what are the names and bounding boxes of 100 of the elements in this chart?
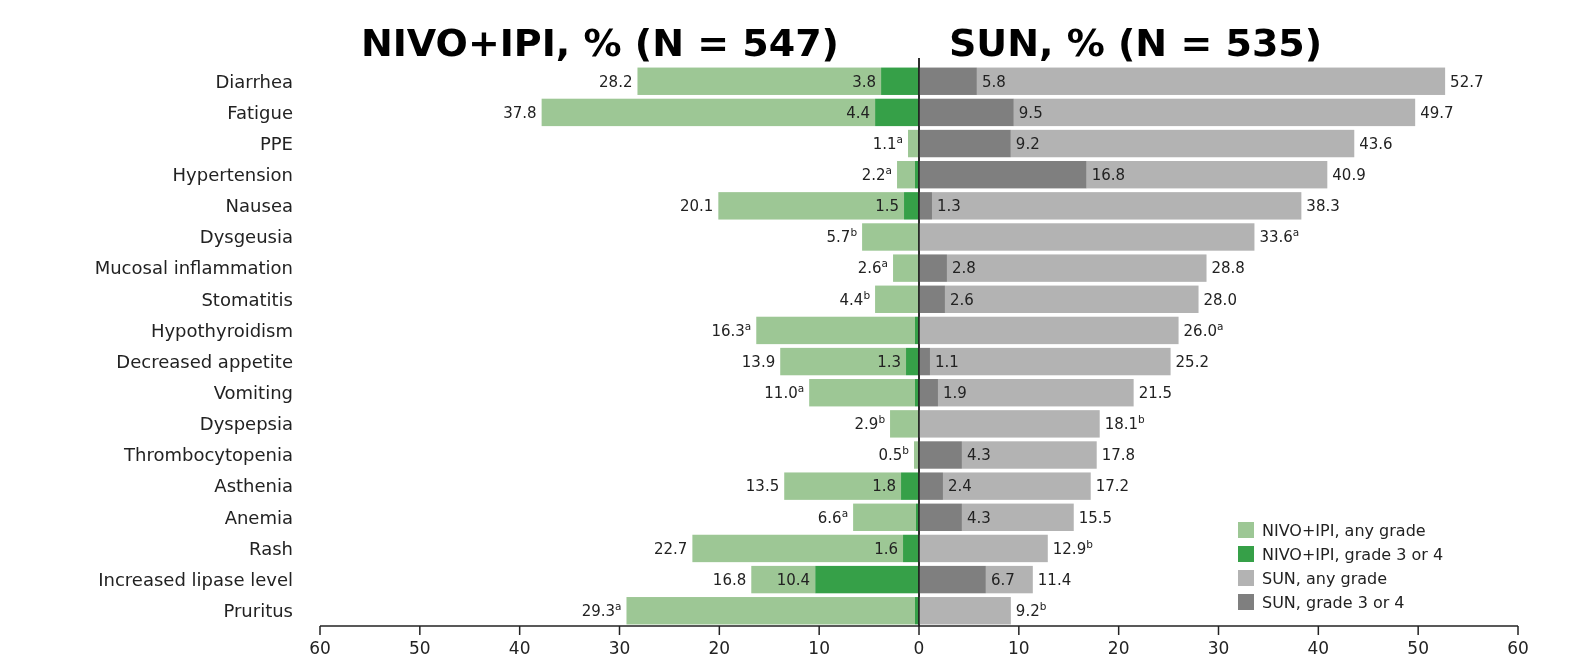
y-tick-label: Diarrhea <box>215 70 293 92</box>
data-label: 10.4 <box>776 570 811 589</box>
data-label: 1.3 <box>936 197 961 216</box>
total-label: 33.6$^{a}$ <box>1259 226 1300 247</box>
bar <box>780 347 907 376</box>
data-label: 1.3 <box>877 352 902 371</box>
bar <box>946 254 1207 282</box>
total-label: 5.7$^{b}$ <box>826 226 858 247</box>
data-label: 1.6 <box>874 539 899 558</box>
bar <box>942 472 1091 500</box>
total-label: 22.7 <box>653 539 688 558</box>
bar <box>718 192 905 220</box>
data-label: 6.7 <box>990 570 1015 589</box>
total-label: 9.2$^{b}$ <box>1015 599 1047 620</box>
bar <box>756 316 916 345</box>
data-label: 2.4 <box>947 477 972 496</box>
total-label: 26.0$^{a}$ <box>1183 319 1224 340</box>
data-label: 1.9 <box>942 383 967 402</box>
bar <box>903 534 919 563</box>
total-label: 28.2 <box>599 72 633 91</box>
chart-title: NIVO+IPI, % (N = 547) <box>360 21 839 65</box>
bar <box>637 67 882 95</box>
x-tick-label: 0 <box>913 638 925 658</box>
total-label: 13.9 <box>741 352 776 371</box>
y-tick-label: Anemia <box>224 506 293 528</box>
data-label: 4.3 <box>966 508 991 527</box>
chart-title: SUN, % (N = 535) <box>949 21 1323 65</box>
total-label: 40.9 <box>1332 165 1366 184</box>
y-tick-label: Decreased appetite <box>116 350 293 372</box>
bar <box>929 347 1171 376</box>
data-label: 1.5 <box>875 197 900 216</box>
x-tick-label: 30 <box>608 638 631 658</box>
total-label: 18.1$^{b}$ <box>1104 413 1146 434</box>
y-tick-label: Nausea <box>225 195 293 217</box>
total-label: 1.1$^{a}$ <box>872 132 904 153</box>
total-label: 20.1 <box>679 197 714 216</box>
total-label: 11.4 <box>1037 570 1072 589</box>
bar <box>1013 98 1416 127</box>
y-tick-label: Mucosal inflammation <box>94 257 293 279</box>
x-tick-label: 30 <box>1207 638 1230 658</box>
y-tick-label: Hypothyroidism <box>150 319 293 341</box>
x-tick-label: 10 <box>808 638 830 658</box>
total-label: 43.6 <box>1359 134 1393 153</box>
bar <box>626 597 916 625</box>
total-label: 16.8 <box>712 570 747 589</box>
y-tick-label: Asthenia <box>214 475 293 497</box>
y-tick-label: Vomiting <box>213 382 293 404</box>
total-label: 17.8 <box>1101 446 1136 465</box>
y-tick-label: Fatigue <box>227 101 293 123</box>
x-tick-label: 40 <box>1307 638 1330 658</box>
y-tick-label: Rash <box>249 537 293 559</box>
data-label: 9.5 <box>1018 103 1043 122</box>
x-tick-label: 20 <box>1107 638 1130 658</box>
bar <box>890 410 919 438</box>
bar <box>944 285 1199 313</box>
data-label: 3.8 <box>852 72 877 91</box>
bar <box>809 379 916 407</box>
legend-label: SUN, grade 3 or 4 <box>1262 592 1405 612</box>
y-tick-label: Pruritus <box>223 600 293 622</box>
x-tick-label: 10 <box>1008 638 1030 658</box>
x-tick-label: 50 <box>1407 638 1429 658</box>
bar <box>862 223 919 251</box>
total-label: 52.7 <box>1450 72 1484 91</box>
x-tick-label: 20 <box>708 638 731 658</box>
total-label: 49.7 <box>1420 103 1454 122</box>
total-label: 11.0$^{a}$ <box>764 381 805 402</box>
bar <box>961 503 1074 532</box>
bar <box>976 67 1446 95</box>
total-label: 2.6$^{a}$ <box>857 257 889 278</box>
total-label: 37.8 <box>503 103 537 122</box>
x-tick-label: 60 <box>1507 638 1529 658</box>
y-tick-label: Dyspepsia <box>199 413 293 435</box>
total-label: 21.5 <box>1138 383 1173 402</box>
total-label: 6.6$^{a}$ <box>817 506 849 527</box>
data-label: 1.1 <box>934 352 959 371</box>
data-label: 16.8 <box>1091 165 1126 184</box>
legend-label: SUN, any grade <box>1262 568 1388 588</box>
legend-label: NIVO+IPI, grade 3 or 4 <box>1262 544 1444 564</box>
bar <box>1010 129 1355 158</box>
total-label: 13.5 <box>745 477 780 496</box>
total-label: 38.3 <box>1306 197 1340 216</box>
bar <box>985 565 1033 594</box>
total-label: 2.2$^{a}$ <box>861 163 893 184</box>
bar <box>784 472 902 500</box>
x-tick-label: 60 <box>309 638 331 658</box>
total-label: 4.4$^{b}$ <box>839 288 871 309</box>
y-tick-label: PPE <box>259 132 293 154</box>
data-label: 9.2 <box>1015 134 1040 153</box>
bar <box>541 98 876 127</box>
total-label: 0.5$^{b}$ <box>878 444 910 465</box>
y-tick-label: Increased lipase level <box>98 568 293 590</box>
total-label: 25.2 <box>1175 352 1209 371</box>
total-label: 12.9$^{b}$ <box>1052 537 1094 558</box>
data-label: 4.3 <box>966 446 991 465</box>
total-label: 16.3$^{a}$ <box>711 319 752 340</box>
bar <box>937 379 1134 407</box>
y-tick-label: Stomatitis <box>201 288 293 310</box>
total-label: 15.5 <box>1078 508 1113 527</box>
y-tick-label: Dysgeusia <box>199 226 293 248</box>
data-label: 4.4 <box>846 103 871 122</box>
